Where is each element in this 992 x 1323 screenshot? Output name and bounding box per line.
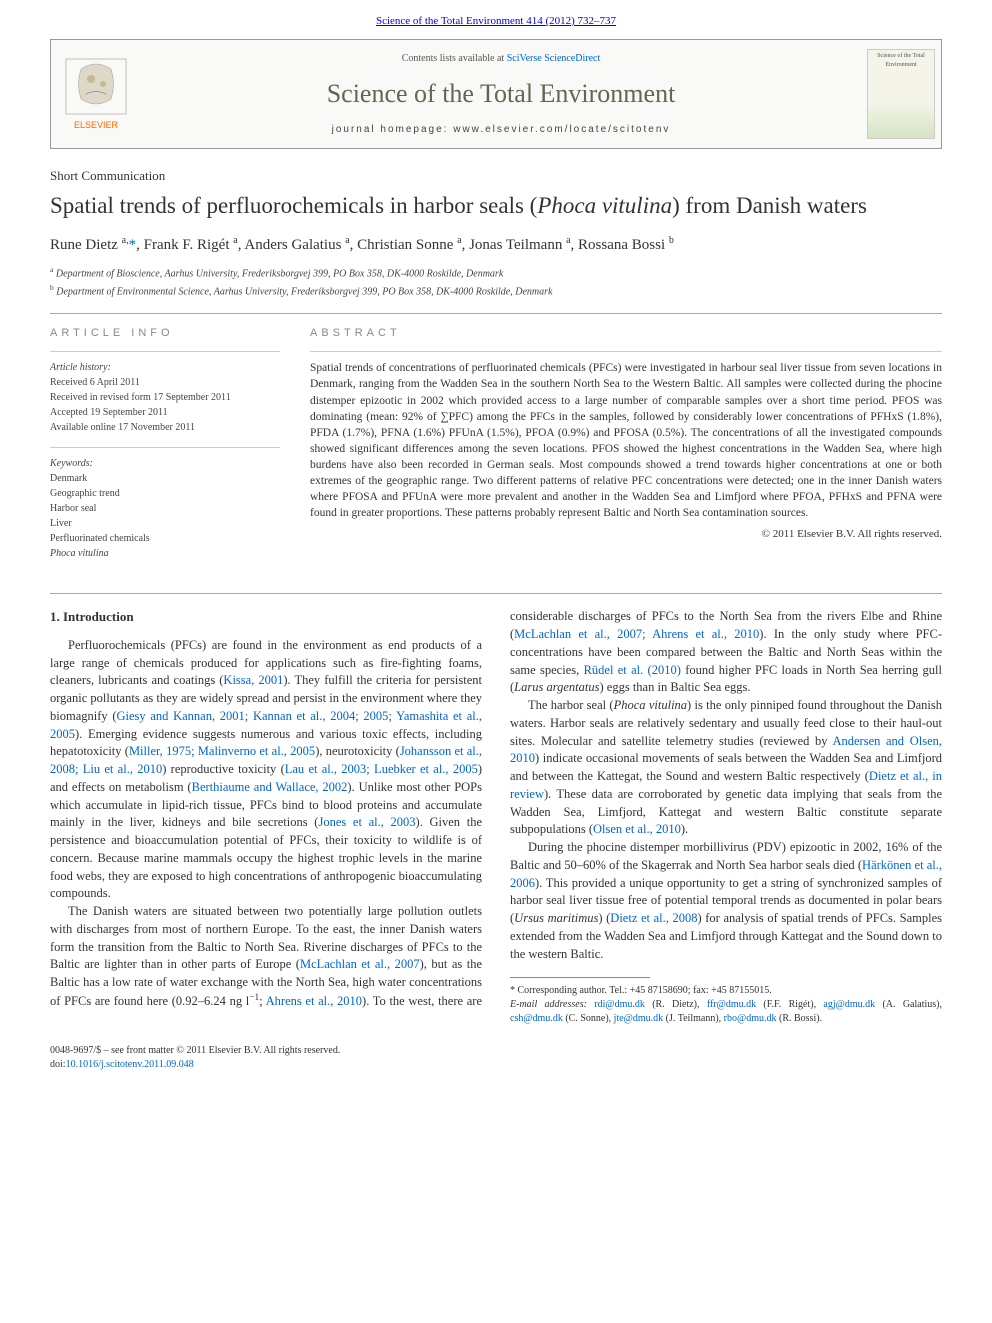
info-divider-2 [50,447,280,448]
authors: Rune Dietz a,*, Frank F. Rigét a, Anders… [50,234,942,256]
keywords-block: Keywords: Denmark Geographic trend Harbo… [50,456,280,561]
elsevier-logo: ELSEVIER [51,40,141,148]
front-matter: 0048-9697/$ – see front matter © 2011 El… [50,1044,942,1058]
article-title: Spatial trends of perfluorochemicals in … [50,192,942,221]
keyword: Geographic trend [50,486,280,501]
keyword: Perfluorinated chemicals [50,531,280,546]
footnote-divider [510,977,650,978]
header-citation: Science of the Total Environment 414 (20… [0,0,992,39]
citation-link[interactable]: Science of the Total Environment 414 (20… [376,15,616,27]
contents-line: Contents lists available at SciVerse Sci… [141,52,861,66]
affiliation-b-text: Department of Environmental Science, Aar… [56,286,552,297]
doi-prefix: doi: [50,1059,66,1070]
body-p1: Perfluorochemicals (PFCs) are found in t… [50,637,482,903]
footnote-block: * Corresponding author. Tel.: +45 871586… [510,984,942,1026]
article-info: ARTICLE INFO Article history: Received 6… [50,326,280,573]
info-abstract-row: ARTICLE INFO Article history: Received 6… [50,326,942,573]
keyword: Harbor seal [50,501,280,516]
header-center: Contents lists available at SciVerse Sci… [141,52,861,136]
affiliation-b: b Department of Environmental Science, A… [50,282,942,299]
title-species: Phoca vitulina [537,193,672,218]
sciencedirect-link[interactable]: SciVerse ScienceDirect [507,53,601,64]
abstract-text: Spatial trends of concentrations of perf… [310,360,942,521]
article-type: Short Communication [50,167,942,185]
emails-label: E-mail addresses: [510,999,587,1010]
body-p4: During the phocine distemper morbillivir… [510,839,942,963]
abstract-heading: ABSTRACT [310,326,942,341]
contents-prefix: Contents lists available at [402,53,507,64]
homepage-prefix: journal homepage: [332,124,454,135]
journal-header: ELSEVIER Contents lists available at Sci… [50,39,942,149]
cover-thumbnail: Science of the Total Environment [867,49,935,139]
affiliation-a-text: Department of Bioscience, Aarhus Univers… [56,269,503,280]
elsevier-text: ELSEVIER [74,120,119,130]
bottom-meta: 0048-9697/$ – see front matter © 2011 El… [0,1044,992,1092]
keyword: Liver [50,516,280,531]
doi-line: doi:10.1016/j.scitotenv.2011.09.048 [50,1058,942,1072]
info-divider [50,351,280,352]
corresponding-author: * Corresponding author. Tel.: +45 871586… [510,984,942,998]
info-heading: ARTICLE INFO [50,326,280,341]
divider-full [50,593,942,594]
affiliations: a Department of Bioscience, Aarhus Unive… [50,264,942,299]
keyword-italic: Phoca vitulina [50,546,280,561]
email-addresses: E-mail addresses: rdi@dmu.dk (R. Dietz),… [510,998,942,1026]
homepage-url: www.elsevier.com/locate/scitotenv [453,124,670,135]
history-label: Article history: [50,360,280,375]
keyword: Denmark [50,471,280,486]
body-columns: 1. Introduction Perfluorochemicals (PFCs… [50,608,942,1026]
homepage-line: journal homepage: www.elsevier.com/locat… [141,123,861,137]
article-history: Article history: Received 6 April 2011 R… [50,360,280,435]
title-pre: Spatial trends of perfluorochemicals in … [50,193,537,218]
body-p3: The harbor seal (Phoca vitulina) is the … [510,697,942,839]
history-online: Available online 17 November 2011 [50,420,280,435]
keywords-label: Keywords: [50,456,280,471]
history-revised: Received in revised form 17 September 20… [50,390,280,405]
abstract-divider [310,351,942,352]
divider [50,313,942,314]
section-heading: 1. Introduction [50,608,482,626]
affiliation-a: a Department of Bioscience, Aarhus Unive… [50,264,942,281]
copyright: © 2011 Elsevier B.V. All rights reserved… [310,527,942,542]
history-received: Received 6 April 2011 [50,375,280,390]
journal-cover: Science of the Total Environment [861,40,941,148]
title-post: ) from Danish waters [672,193,867,218]
history-accepted: Accepted 19 September 2011 [50,405,280,420]
abstract: ABSTRACT Spatial trends of concentration… [310,326,942,573]
journal-name: Science of the Total Environment [141,76,861,112]
doi-link[interactable]: 10.1016/j.scitotenv.2011.09.048 [66,1059,194,1070]
